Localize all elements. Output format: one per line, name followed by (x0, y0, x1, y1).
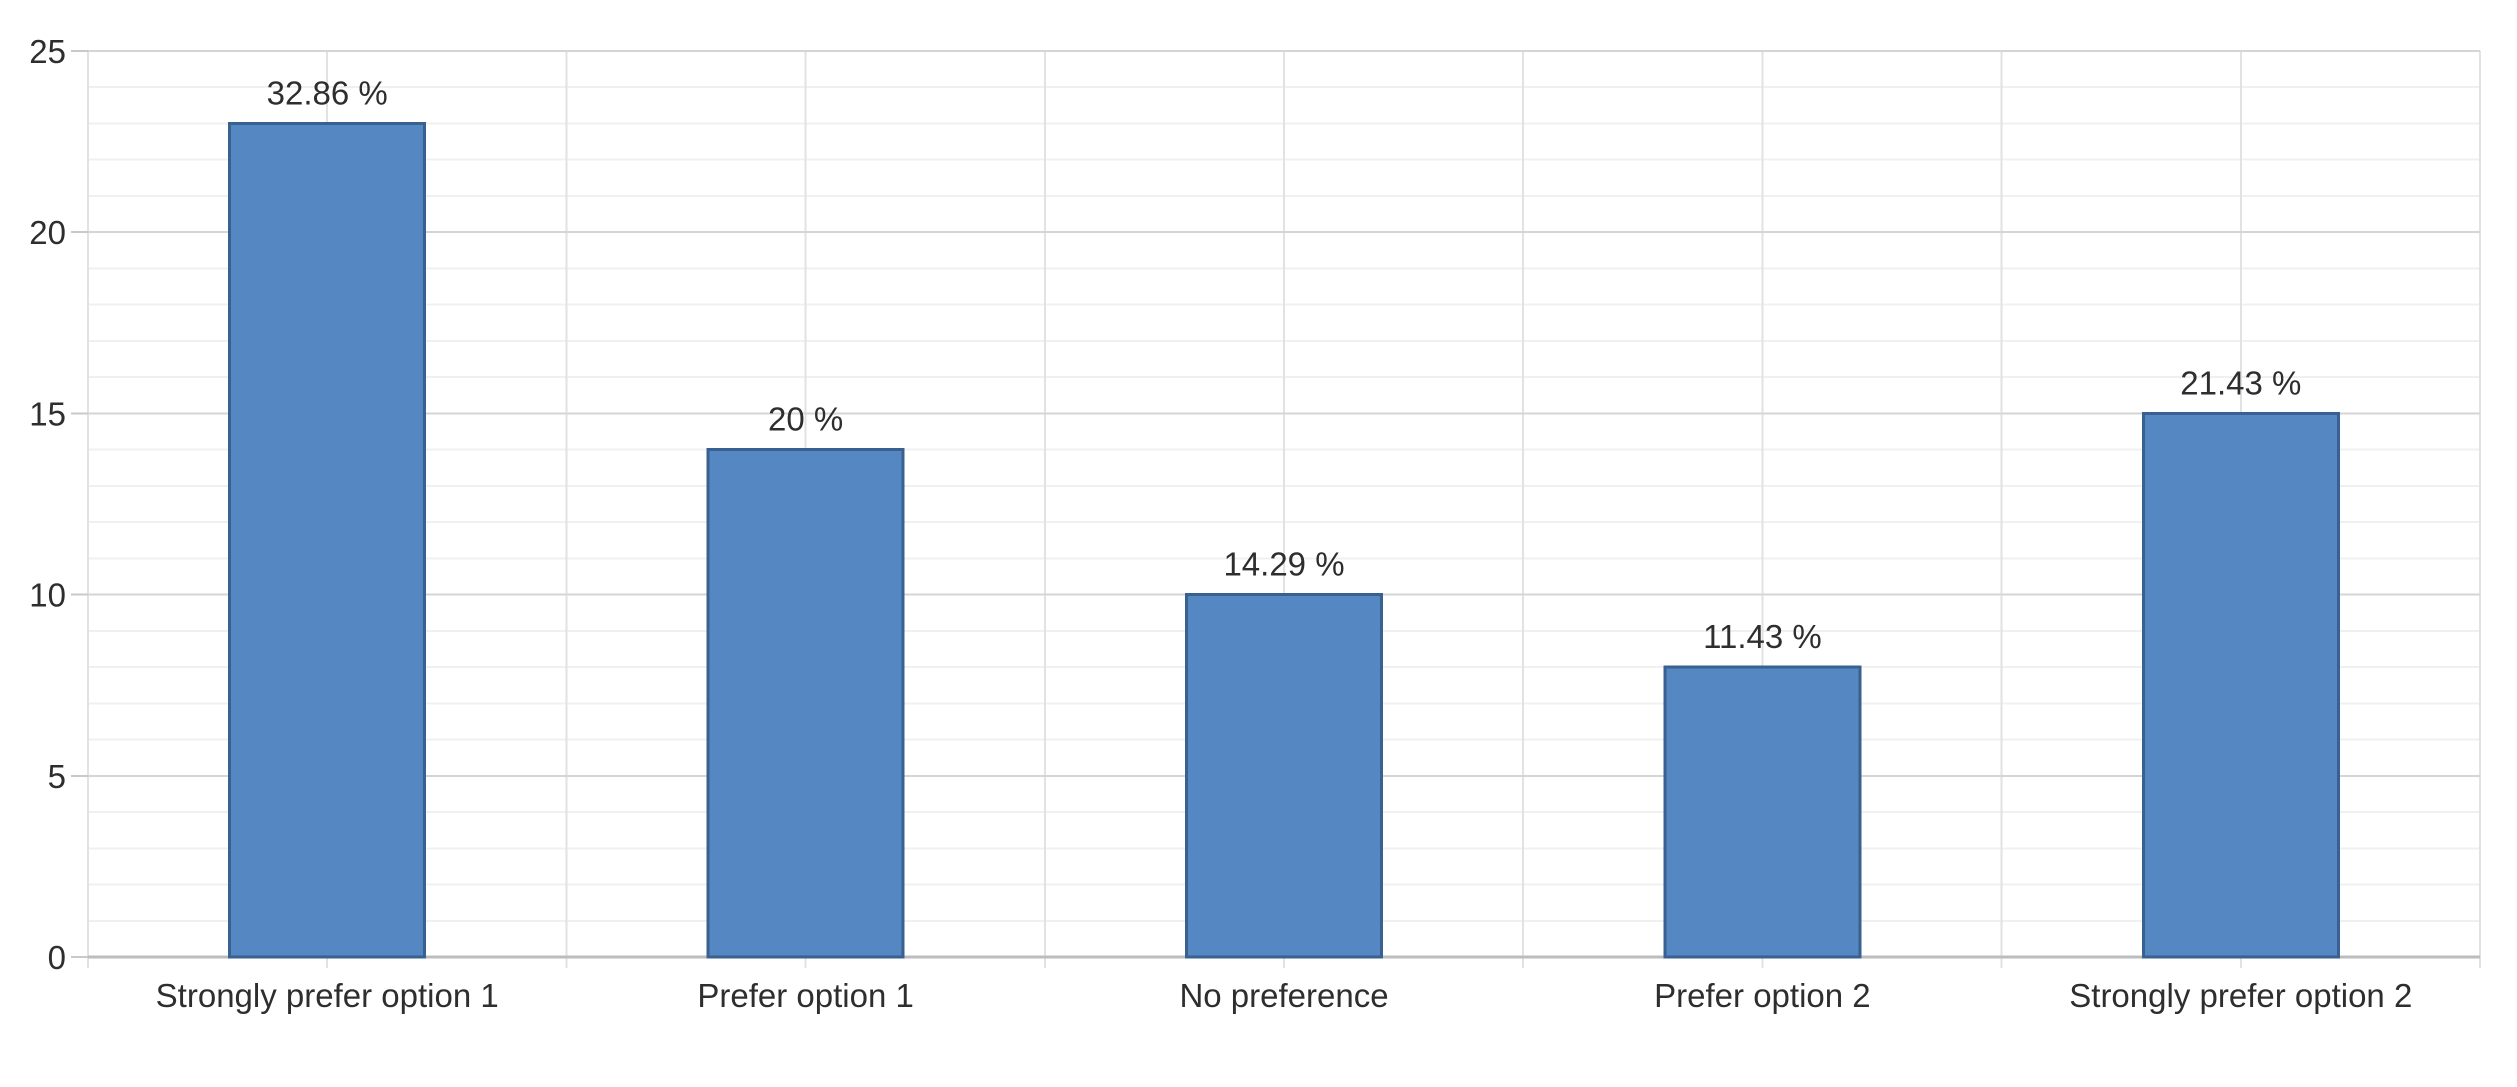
x-axis-category-label: Prefer option 2 (1654, 977, 1870, 1014)
x-axis-category-label: Prefer option 1 (697, 977, 913, 1014)
x-axis-category-label: Strongly prefer option 2 (2069, 977, 2412, 1014)
y-axis-tick-label: 25 (29, 33, 66, 70)
bar[interactable] (228, 121, 427, 959)
x-axis-category-label: Strongly prefer option 1 (156, 977, 499, 1014)
y-axis-tick-label: 10 (29, 577, 66, 614)
bar[interactable] (2141, 411, 2340, 959)
y-axis-tick-label: 20 (29, 214, 66, 251)
y-axis-tick-label: 5 (48, 758, 66, 795)
x-axis-category-label: No preference (1179, 977, 1388, 1014)
bar-value-label: 21.43 % (2180, 364, 2301, 401)
y-axis-tick-label: 15 (29, 395, 66, 432)
bar-value-label: 20 % (768, 401, 843, 438)
y-axis-tick-label: 0 (48, 939, 66, 976)
bar-value-label: 14.29 % (1223, 546, 1344, 583)
bar[interactable] (1185, 593, 1383, 959)
bar-value-label: 32.86 % (267, 74, 388, 111)
bar[interactable] (1663, 665, 1862, 959)
bar[interactable] (706, 448, 905, 959)
bar-value-label: 11.43 % (1703, 618, 1822, 655)
